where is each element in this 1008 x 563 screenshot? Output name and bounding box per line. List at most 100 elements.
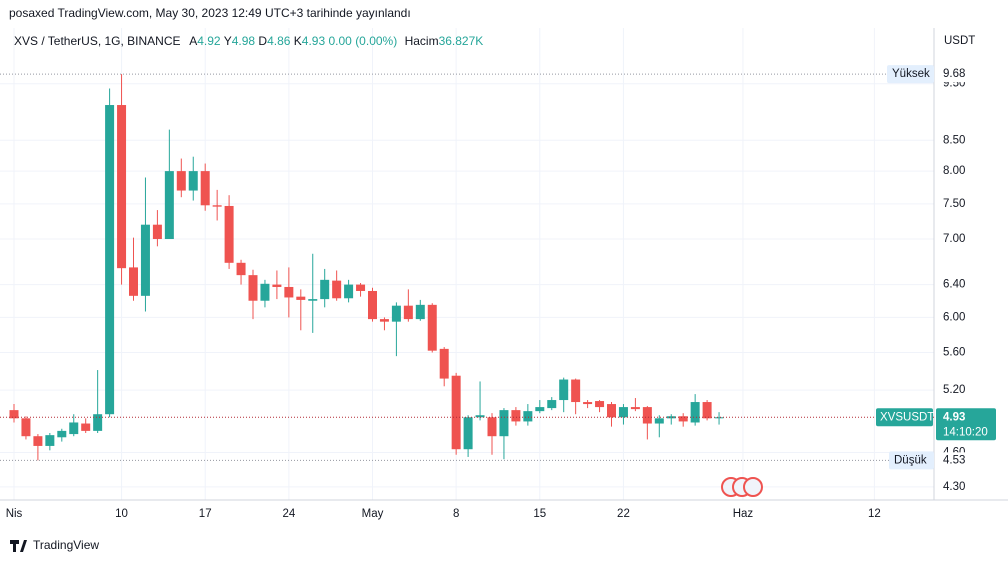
y-tick-label: 7.50 <box>943 198 965 210</box>
candle-body <box>379 319 389 322</box>
y-tick-label: 8.00 <box>943 165 965 177</box>
candle-body <box>344 284 354 299</box>
y-axis-label: USDT <box>944 35 975 47</box>
c-letter: K <box>294 34 302 48</box>
y-tick-label: 8.50 <box>943 134 965 146</box>
publisher: posaxed TradingView.com, May 30, 2023 12… <box>9 6 411 20</box>
footer: TradingView <box>33 538 99 552</box>
high-price-tag <box>936 66 976 83</box>
candle-body <box>33 436 43 446</box>
candle-body <box>391 305 401 322</box>
candle-body <box>93 414 103 431</box>
candle-body <box>356 284 366 291</box>
countdown: 14:10:20 <box>943 426 988 438</box>
candle-body <box>666 416 676 419</box>
legend: XVS / TetherUS, 1G, BINANCE A4.92 Y4.98 … <box>14 34 483 48</box>
x-tick-label: 12 <box>868 508 881 520</box>
candle-body <box>559 379 569 401</box>
x-tick-label: 17 <box>199 508 212 520</box>
x-tick-label: Nis <box>6 508 23 520</box>
low-price-tag <box>936 452 976 469</box>
candle-body <box>260 283 270 301</box>
candle-body <box>248 275 258 301</box>
candle-body <box>57 430 67 438</box>
candle-body <box>368 290 377 320</box>
y-tick-label: 5.60 <box>943 347 965 359</box>
candle-body <box>714 417 724 419</box>
candle-body <box>69 422 79 435</box>
candle-body <box>511 410 521 422</box>
candle-body <box>678 416 688 422</box>
candle-body <box>427 304 437 351</box>
volume-label: Hacim <box>405 34 439 48</box>
candle-body <box>308 299 318 301</box>
candle-body <box>451 375 461 450</box>
candle-body <box>630 407 640 410</box>
candle-body <box>595 401 605 408</box>
candle-body <box>415 304 425 320</box>
candle-body <box>236 262 246 276</box>
candle-body <box>702 402 712 419</box>
candle-body <box>212 205 222 207</box>
candle-body <box>105 105 115 415</box>
c-value: 4.93 <box>302 34 326 48</box>
low-label: Düşük <box>894 454 927 466</box>
y-tick-label: 6.40 <box>943 279 965 291</box>
candle-body <box>200 171 210 206</box>
candle-body <box>403 305 413 320</box>
candle-body <box>618 407 628 418</box>
y-tick-label: 7.00 <box>943 233 965 245</box>
candle-body <box>332 280 342 299</box>
candle-body <box>463 417 473 450</box>
o-letter: A <box>189 34 197 48</box>
candle-body <box>439 348 449 379</box>
candle-body <box>690 402 700 423</box>
x-tick-label: 22 <box>617 508 630 520</box>
x-tick-label: 8 <box>453 508 459 520</box>
volume: 36.827K <box>439 34 484 48</box>
candle-body <box>296 296 306 300</box>
candle-body <box>547 400 557 409</box>
candle-body <box>81 423 91 431</box>
x-tick-label: 24 <box>282 508 295 520</box>
x-tick-label: 15 <box>533 508 546 520</box>
candle-body <box>272 284 282 287</box>
candle-body <box>140 224 150 296</box>
last-price: 4.93 <box>943 411 965 423</box>
y-tick-label: 4.30 <box>943 481 965 493</box>
h-letter: Y <box>224 34 232 48</box>
candle-body <box>129 267 138 296</box>
l-letter: D <box>258 34 267 48</box>
high-tag <box>887 65 934 84</box>
y-tick-label: 6.00 <box>943 311 965 323</box>
low-tag <box>889 451 934 470</box>
low-value: 4.53 <box>943 454 965 466</box>
price-tag <box>936 408 996 441</box>
event-flags <box>721 477 763 497</box>
h-value: 4.98 <box>232 34 256 48</box>
candle-body <box>523 411 533 422</box>
candle-body <box>21 418 31 437</box>
candle-body <box>320 279 330 300</box>
high-value: 9.68 <box>943 68 965 80</box>
candle-body <box>654 418 664 424</box>
l-value: 4.86 <box>267 34 291 48</box>
candle-body <box>499 410 509 437</box>
high-label: Yüksek <box>892 68 930 80</box>
candle-body <box>117 105 127 269</box>
candle-body <box>535 407 545 412</box>
candle-body <box>487 417 497 437</box>
candle-body <box>475 415 485 418</box>
x-tick-label: Haz <box>733 508 754 520</box>
candle-body <box>642 407 652 424</box>
flag <box>743 477 763 497</box>
candle-body <box>45 435 55 446</box>
symbol: XVS / TetherUS, 1G, BINANCE <box>14 34 181 48</box>
candle-body <box>152 224 162 240</box>
candle-body <box>164 171 174 240</box>
candle-body <box>224 205 234 263</box>
y-tick-label: 5.20 <box>943 384 965 396</box>
candle-body <box>583 402 593 405</box>
